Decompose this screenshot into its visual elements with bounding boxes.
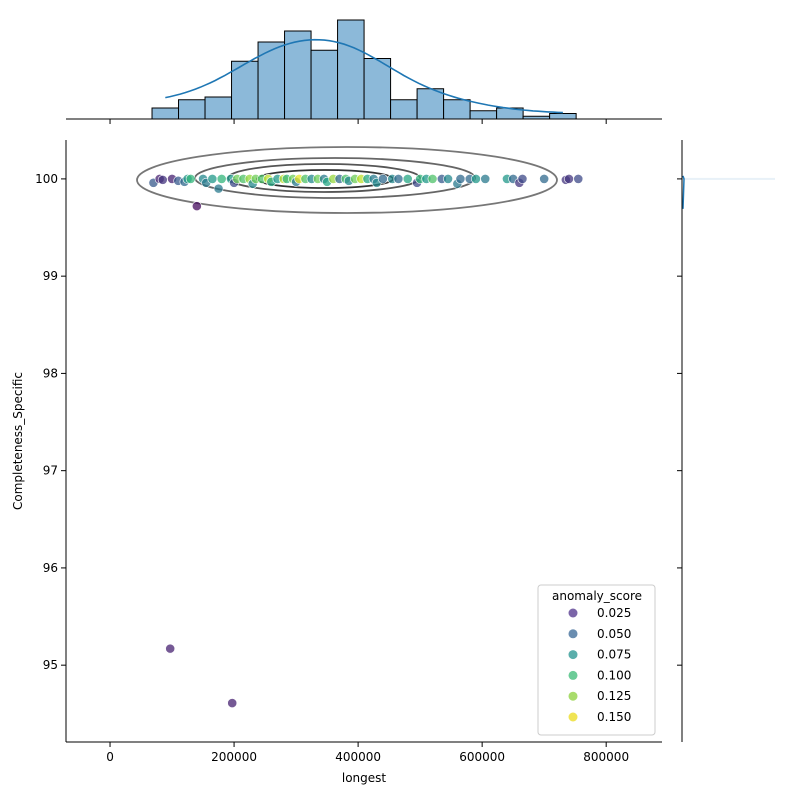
x-tick-label: 400000 [335, 750, 381, 764]
scatter-point [443, 174, 453, 184]
scatter-point [517, 174, 528, 184]
y-tick-label: 100 [35, 172, 58, 186]
histogram-bar [390, 99, 418, 120]
histogram-bar [549, 113, 577, 120]
scatter-point [402, 174, 413, 184]
scatter-point [393, 174, 404, 184]
scatter-point [213, 183, 224, 194]
histogram-bar [204, 96, 233, 120]
histogram-bar [363, 58, 392, 120]
scatter-point [480, 174, 491, 184]
legend-label: 0.100 [597, 668, 631, 682]
histogram-bar [178, 99, 206, 120]
scatter-point [427, 174, 438, 184]
scatter-point [191, 201, 202, 212]
x-tick-label: 200000 [211, 750, 257, 764]
axes: 0 200000 400000 600000 800000 95 96 97 98 99 100 [35, 140, 662, 764]
legend-marker [568, 629, 578, 639]
kde-contour [136, 146, 558, 214]
legend-marker [568, 608, 578, 618]
scatter-points [148, 174, 584, 708]
scatter-point [157, 174, 168, 185]
scatter-point [185, 174, 196, 184]
histogram-bar [284, 30, 312, 120]
x-tick-label: 600000 [459, 750, 505, 764]
scatter-point [539, 174, 550, 184]
legend-marker [568, 650, 578, 660]
x-tick-label: 0 [106, 750, 114, 764]
scatter-point [378, 174, 388, 184]
histogram-bar [231, 60, 259, 120]
y-tick-label: 96 [43, 561, 58, 575]
histogram-bar [416, 88, 445, 120]
scatter-point [573, 174, 584, 184]
scatter-point [165, 643, 176, 654]
scatter-point [207, 174, 218, 184]
histogram-bar [469, 110, 498, 120]
y-tick-label: 98 [43, 366, 58, 380]
legend-label: 0.125 [597, 689, 631, 703]
legend-label: 0.050 [597, 627, 631, 641]
histogram-bar [257, 41, 286, 120]
legend-label: 0.150 [597, 710, 631, 724]
histogram-bar [310, 49, 339, 120]
y-axis-label: Completeness_Specific [11, 372, 25, 510]
legend-marker [568, 712, 578, 722]
y-tick-label: 99 [43, 269, 58, 283]
scatter-point [227, 698, 238, 708]
legend-marker [568, 691, 578, 701]
histogram-bar [443, 99, 471, 120]
scatter-point [216, 174, 227, 184]
scatter-point [455, 174, 466, 184]
scatter-point [564, 174, 574, 184]
histogram-bar [151, 107, 180, 120]
histogram-bar [337, 19, 365, 120]
legend: anomaly_score 0.025 0.050 0.075 0.100 0.125 0… [537, 584, 656, 736]
legend-label: 0.075 [597, 648, 631, 662]
legend-title: anomaly_score [552, 589, 642, 603]
legend-label: 0.025 [597, 606, 631, 620]
marginal-x-histogram [66, 19, 662, 124]
scatter-point [471, 174, 481, 184]
histogram-bar [682, 177, 775, 180]
kde-curve [165, 38, 563, 114]
x-tick-label: 800000 [583, 750, 629, 764]
x-axis-label: longest [342, 771, 387, 785]
legend-marker [568, 670, 578, 680]
y-tick-label: 97 [43, 464, 58, 478]
kde-curve [682, 175, 685, 209]
marginal-y-histogram [677, 140, 775, 742]
y-tick-label: 95 [43, 658, 58, 672]
